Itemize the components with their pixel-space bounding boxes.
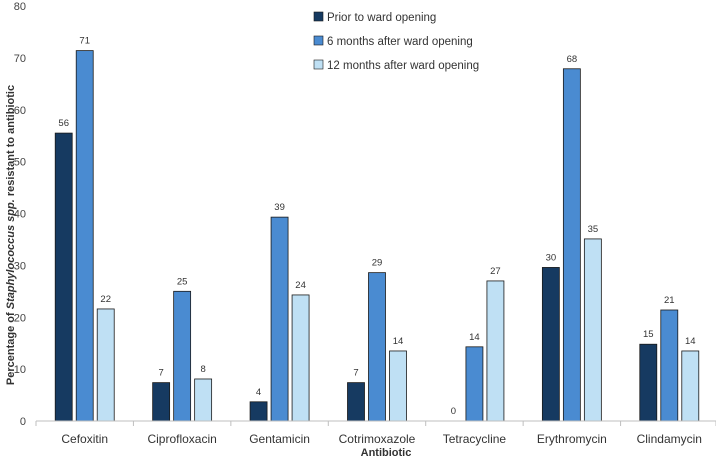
bar	[96, 308, 115, 422]
bar	[465, 346, 484, 422]
y-tick-label: 80	[14, 1, 26, 13]
bar-data-label: 30	[546, 252, 557, 263]
bar	[347, 382, 365, 422]
bar	[173, 290, 192, 422]
bar-data-label: 4	[256, 387, 261, 398]
bar-data-label: 56	[58, 118, 69, 129]
bar	[291, 294, 310, 422]
bar-data-label: 71	[79, 36, 90, 47]
bar-data-label: 25	[177, 276, 188, 287]
bar-data-label: 14	[469, 332, 480, 343]
bar	[152, 382, 171, 422]
legend-label: 12 months after ward opening	[327, 60, 479, 72]
bar	[562, 68, 581, 422]
y-tick-label: 50	[14, 157, 26, 169]
bar-data-label: 24	[295, 280, 306, 291]
bar	[75, 50, 94, 422]
x-category-label: Clindamycin	[637, 432, 702, 446]
bar-data-label: 21	[664, 295, 675, 306]
x-category-label: Cefoxitin	[61, 432, 108, 446]
x-category-label: Cotrimoxazole	[339, 432, 416, 446]
bar-data-label: 29	[372, 258, 383, 269]
bar	[270, 216, 289, 422]
y-title-part-1: Percentage of	[5, 309, 17, 385]
x-category-label: Gentamicin	[249, 432, 310, 446]
y-axis: 0 10 20 30 40 50 60 70 80	[14, 1, 26, 428]
x-axis-title: Antibiotic	[361, 447, 412, 459]
y-tick-label: 10	[14, 364, 26, 376]
y-tick-label: 0	[20, 416, 26, 428]
bar	[486, 280, 505, 422]
legend-swatch	[313, 59, 324, 70]
y-title-part-2: Staphylococcus spp.	[5, 199, 17, 309]
bar	[660, 309, 679, 422]
x-category-label: Erythromycin	[537, 432, 607, 446]
bars	[54, 50, 700, 422]
legend-label: Prior to ward opening	[327, 12, 436, 24]
y-axis-title: Percentage of Staphylococcus spp. resist…	[5, 85, 17, 385]
x-category-label: Ciprofloxacin	[147, 432, 216, 446]
bar	[194, 378, 213, 422]
bar-data-label: 7	[158, 368, 163, 379]
bar	[541, 267, 560, 422]
y-tick-label: 60	[14, 105, 26, 117]
data-labels: 56 71 22 7 25 8 4 39 24 7 29 14 0 14 27 30 68 35 15 21 14	[58, 36, 695, 417]
x-axis: Cefoxitin Ciprofloxacin Gentamicin Cotrimox…	[35, 420, 716, 446]
bar-data-label: 35	[588, 224, 599, 235]
bar-data-label: 7	[353, 368, 358, 379]
bar	[368, 272, 386, 422]
legend-swatch	[313, 11, 324, 22]
y-tick-label: 30	[14, 260, 26, 272]
legend-swatch	[313, 35, 324, 46]
x-category-label: Tetracycline	[443, 432, 507, 446]
bar-data-label: 68	[567, 54, 578, 65]
legend: Prior to ward opening 6 months after ward…	[313, 11, 479, 72]
bar-data-label: 39	[274, 202, 285, 213]
bar-data-label: 0	[451, 406, 456, 417]
bar-data-label: 14	[685, 336, 696, 347]
y-tick-label: 40	[14, 209, 26, 221]
legend-label: 6 months after ward opening	[327, 36, 473, 48]
bar-data-label: 8	[200, 364, 205, 375]
bar	[389, 350, 407, 422]
bar-data-label: 22	[100, 294, 111, 305]
bar	[639, 343, 658, 422]
y-tick-label: 70	[14, 53, 26, 65]
bar	[583, 238, 602, 422]
y-title-part-3: resistant to antibiotic	[5, 85, 17, 199]
bar	[54, 132, 73, 422]
bar	[249, 401, 268, 422]
bar-data-label: 15	[643, 329, 654, 340]
bar-data-label: 27	[490, 266, 501, 277]
y-tick-label: 20	[14, 312, 26, 324]
bar	[681, 350, 700, 422]
bar-data-label: 14	[393, 336, 404, 347]
